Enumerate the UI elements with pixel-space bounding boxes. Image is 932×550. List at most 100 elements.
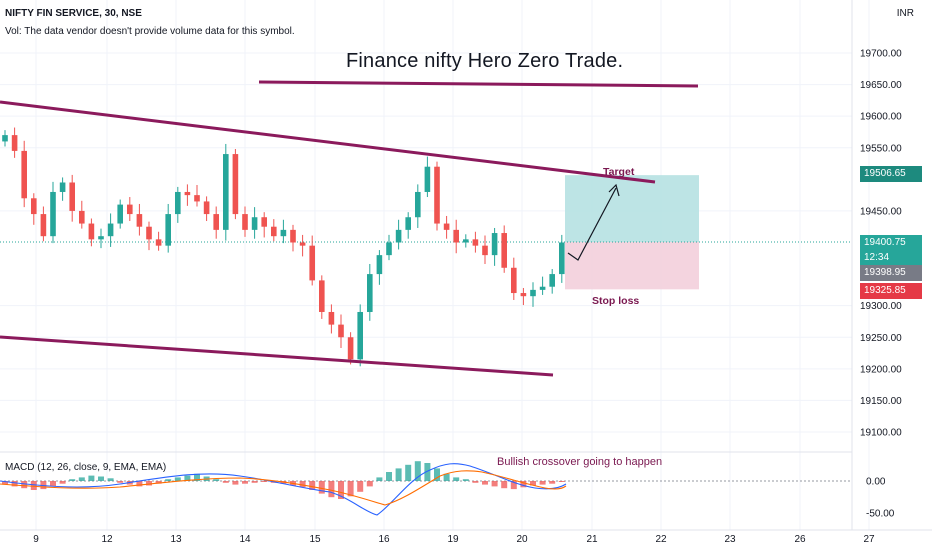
candle-body	[184, 191, 191, 196]
candle-body	[11, 135, 18, 151]
projection-arrow	[567, 187, 617, 261]
y-tick-label: 19700.00	[860, 49, 902, 60]
candle-body	[559, 242, 565, 275]
macd-histogram-bar	[549, 481, 556, 484]
x-tick-label: 19	[447, 534, 459, 545]
candle-body	[165, 214, 171, 246]
macd-histogram-bar	[88, 475, 95, 481]
macd-histogram-bar	[136, 481, 143, 487]
x-tick-label: 9	[33, 534, 39, 545]
candle-body	[175, 191, 181, 215]
candle-body	[520, 293, 527, 297]
candle-body	[443, 223, 450, 230]
y-tick-label: 19650.00	[860, 80, 902, 91]
title-underline	[258, 80, 699, 88]
signal-line	[0, 470, 567, 506]
macd-histogram-bar	[491, 481, 498, 487]
x-tick-label: 13	[170, 534, 182, 545]
y-tick-label: 19250.00	[860, 333, 902, 344]
macd-histogram-bar	[424, 463, 431, 481]
candle-body	[59, 182, 66, 192]
volume-note: Vol: The data vendor doesn't provide vol…	[5, 26, 295, 37]
macd-histogram-bar	[309, 481, 316, 490]
candle-body	[328, 311, 335, 325]
candle-body	[251, 217, 258, 230]
arrow-head	[608, 183, 620, 197]
candle-body	[203, 201, 210, 215]
y-tick-label: 19100.00	[860, 428, 902, 439]
trade-zones	[0, 175, 852, 290]
macd-histogram-bar	[165, 479, 172, 481]
macd-histogram-bar	[558, 481, 565, 482]
macd-histogram-bar	[194, 473, 200, 481]
macd-histogram-bar	[59, 481, 66, 484]
macd-tick-label: 0.00	[866, 477, 886, 488]
y-tick-label: 19600.00	[860, 112, 902, 123]
candle-body	[424, 166, 431, 192]
candle-body	[117, 204, 123, 224]
macd-annotation: Bullish crossover going to happen	[497, 456, 663, 468]
candle-body	[88, 223, 95, 240]
x-tick-label: 26	[794, 534, 806, 545]
candle-body	[376, 255, 383, 275]
target-price-label: 19506.65	[860, 166, 922, 182]
macd-histogram-bar	[213, 479, 220, 481]
grid	[0, 0, 870, 530]
x-tick-label: 12	[101, 534, 113, 545]
macd-line	[0, 463, 567, 516]
upper-trendline	[0, 100, 656, 184]
x-tick-label: 20	[516, 534, 528, 545]
macd-histogram-bar	[78, 477, 85, 481]
macd-histogram-bar	[520, 481, 527, 488]
macd-pane	[0, 461, 852, 516]
macd-histogram-bar	[328, 481, 335, 498]
candle-body	[213, 214, 219, 230]
macd-histogram-bar	[539, 481, 546, 485]
macd-histogram-bar	[146, 481, 152, 486]
candle-body	[501, 233, 507, 268]
candle-body	[491, 233, 498, 256]
candle-body	[127, 204, 133, 215]
candle-body	[530, 289, 536, 297]
macd-histogram-bar	[251, 481, 258, 483]
macd-tick-label: -50.00	[866, 509, 895, 520]
macd-histogram-bar	[347, 481, 354, 497]
macd-histogram-bar	[184, 475, 191, 481]
candle-body	[539, 286, 546, 290]
symbol-title: NIFTY FIN SERVICE, 30, NSE	[5, 8, 142, 19]
candles	[2, 127, 565, 367]
macd-histogram-bar	[261, 481, 268, 482]
macd-histogram-bar	[462, 479, 469, 481]
x-tick-label: 22	[655, 534, 667, 545]
candle-body	[107, 223, 114, 237]
candle-body	[21, 150, 27, 199]
previous-close-label: 19398.95	[860, 265, 922, 281]
candle-body	[299, 242, 306, 246]
macd-histogram-bar	[501, 481, 508, 489]
candle-body	[347, 337, 354, 360]
macd-indicator-label: MACD (12, 26, close, 9, EMA, EMA)	[5, 462, 167, 473]
macd-histogram-bar	[338, 481, 344, 499]
candle-body	[155, 239, 162, 246]
candle-body	[405, 217, 411, 230]
chart-annotation-title: Finance nifty Hero Zero Trade.	[346, 50, 624, 72]
macd-histogram-bar	[453, 477, 460, 481]
candle-body	[511, 267, 517, 294]
macd-histogram-bar	[386, 472, 392, 481]
candle-body	[434, 166, 440, 224]
current-price-label: 19400.75	[860, 235, 922, 251]
macd-histogram-bar	[299, 481, 306, 488]
candle-body	[261, 217, 267, 227]
target-zone	[565, 175, 699, 243]
candle-body	[463, 239, 469, 243]
candle-body	[367, 274, 373, 312]
y-tick-label: 19450.00	[860, 206, 902, 217]
macd-histogram-bar	[222, 481, 229, 483]
candle-body	[280, 229, 287, 237]
macd-histogram-bar	[318, 481, 325, 494]
candle-body	[223, 154, 229, 230]
macd-histogram-bar	[434, 468, 440, 481]
macd-histogram-bar	[69, 479, 76, 481]
